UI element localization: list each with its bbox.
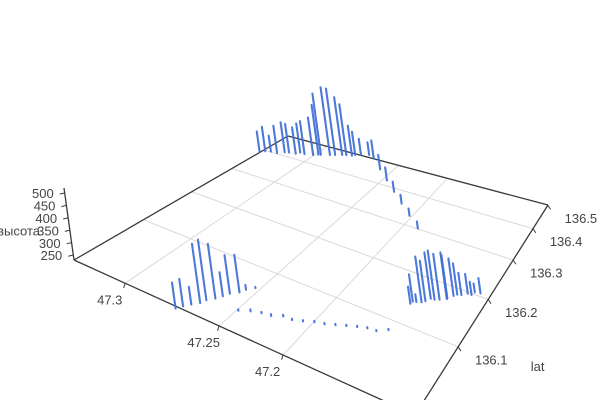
svg-text:136.4: 136.4 [550, 234, 583, 249]
svg-text:47.3: 47.3 [97, 292, 122, 307]
svg-text:47.2: 47.2 [255, 364, 280, 379]
svg-text:lat: lat [531, 359, 545, 374]
svg-text:136.1: 136.1 [475, 352, 508, 367]
svg-text:высота: высота [0, 223, 41, 238]
svg-text:500: 500 [32, 186, 54, 201]
svg-text:136.2: 136.2 [505, 305, 538, 320]
svg-text:136.5: 136.5 [565, 211, 598, 226]
svg-text:136.3: 136.3 [530, 266, 563, 281]
svg-text:47.25: 47.25 [187, 335, 220, 350]
